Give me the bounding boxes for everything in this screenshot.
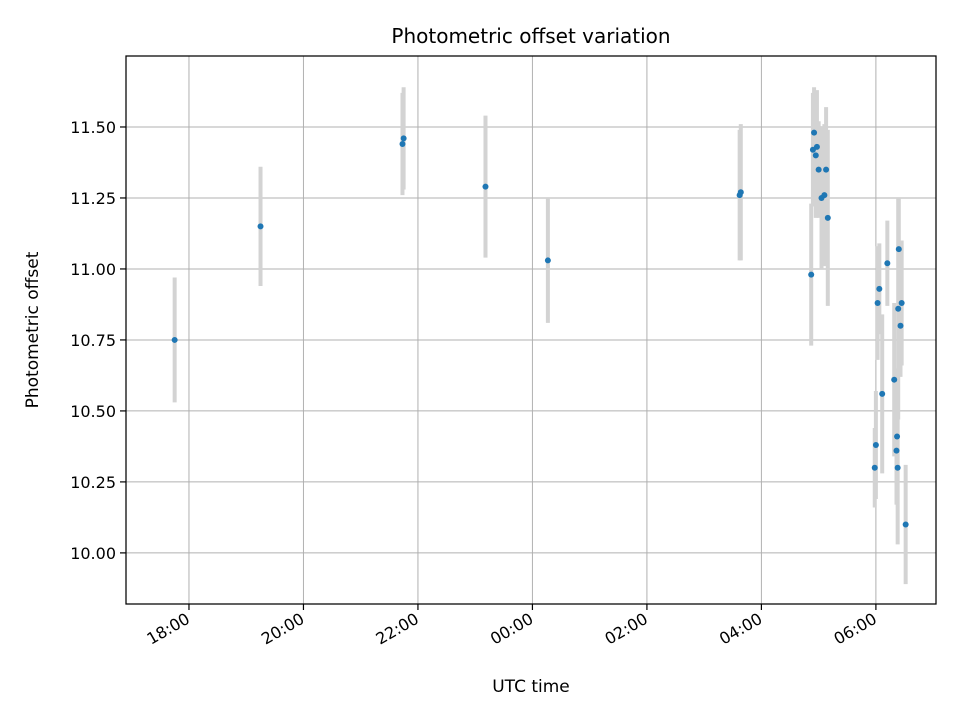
data-point (872, 441, 879, 448)
data-point (823, 166, 830, 173)
data-point (257, 223, 264, 230)
data-point (876, 285, 883, 292)
data-point (898, 300, 905, 307)
grid-lines (126, 56, 936, 604)
y-tick-label: 11.50 (70, 118, 116, 137)
x-axis-label: UTC time (492, 677, 570, 697)
data-point (897, 322, 904, 329)
data-point (871, 464, 878, 471)
data-point (171, 336, 178, 343)
data-point (737, 189, 744, 196)
data-point (895, 246, 902, 253)
data-point (815, 166, 822, 173)
data-point (821, 192, 828, 199)
data-point (891, 376, 898, 383)
chart-title: Photometric offset variation (391, 24, 670, 48)
y-tick-label: 11.00 (70, 260, 116, 279)
data-point (824, 214, 831, 221)
data-point (812, 152, 819, 159)
y-axis-label: Photometric offset (23, 251, 43, 408)
data-point (808, 271, 815, 278)
y-tick-label: 10.75 (70, 331, 116, 350)
data-point (879, 390, 886, 397)
y-axis-ticks: 10.00 10.25 10.50 10.75 11.00 11.25 11.50 (70, 118, 126, 563)
data-points (171, 129, 909, 528)
data-point (399, 141, 406, 148)
data-point (811, 129, 818, 136)
data-point (482, 183, 489, 190)
plot-frame (125, 55, 937, 605)
y-tick-label: 10.00 (70, 544, 116, 563)
data-point (894, 464, 901, 471)
y-tick-label: 11.25 (70, 189, 116, 208)
data-point (893, 447, 900, 454)
data-point (874, 300, 881, 307)
data-point (894, 433, 901, 440)
y-tick-label: 10.25 (70, 473, 116, 492)
y-tick-label: 10.50 (70, 402, 116, 421)
data-point (813, 143, 820, 150)
data-point (544, 257, 551, 264)
data-point (884, 260, 891, 267)
data-point (400, 135, 407, 142)
data-point (895, 305, 902, 312)
data-point (902, 521, 909, 528)
